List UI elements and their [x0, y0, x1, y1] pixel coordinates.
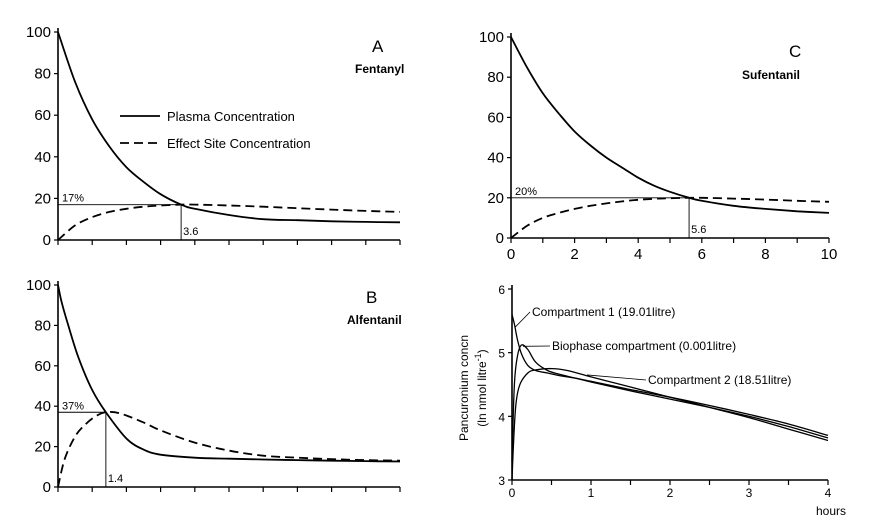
panel-D-biophase-label: Biophase compartment (0.001litre): [552, 339, 736, 353]
panel-C-y-tick-label: 20: [487, 190, 504, 207]
panel-A-y-tick-label: 40: [34, 149, 51, 166]
panel-D-y-tick-label: 4: [498, 410, 505, 424]
panel-D-ylabel-units: (ln nmol litre-1): [473, 349, 489, 426]
panel-D-compartment-2-label: Compartment 2 (18.51litre): [648, 373, 791, 387]
panel-D-ylabel-units-text: (ln nmol litre: [475, 361, 489, 427]
panel-B-y-tick-label: 20: [34, 439, 51, 456]
panel-B: 0 20 40 60 80 100 37% 1.4 B Alfentanil: [26, 277, 402, 496]
panel-B-y-tick-label: 60: [34, 358, 51, 375]
panel-C-x-tick-label: 10: [821, 246, 838, 263]
panel-A-y-tick-label: 80: [34, 66, 51, 83]
panel-C-y-tick-label: 0: [496, 230, 504, 247]
panel-C-y-tick-label: 60: [487, 109, 504, 126]
panel-A-effect-site-line: [57, 203, 401, 241]
panel-C-y-tick-label: 100: [479, 29, 504, 46]
panel-D-y-tick-label: 3: [498, 474, 505, 488]
panel-D-x-tick-label: 4: [825, 486, 832, 500]
legend-effect-label: Effect Site Concentration: [167, 136, 311, 151]
panel-D-compartment-2-label-leader: [587, 374, 647, 381]
panel-A: 0 20 40 60 80 100 17% 3.6 A Fentanyl Plasma Concen…: [26, 24, 404, 249]
panel-B-peak-time-label: 1.4: [108, 473, 123, 485]
panel-C-peak-time-label: 5.6: [691, 224, 706, 236]
panel-A-drug-label: Fentanyl: [355, 62, 404, 76]
panel-C-letter: C: [789, 42, 801, 61]
panel-B-peak-percent-label: 37%: [62, 400, 84, 412]
panel-B-drug-label: Alfentanil: [347, 313, 402, 327]
panel-B-y-tick-label: 0: [43, 479, 51, 496]
panel-A-plasma-line: [57, 31, 401, 224]
panel-C-x-tick-label: 0: [507, 246, 515, 263]
panel-D-xlabel: hours: [816, 504, 846, 518]
panel-C-x-tick-label: 8: [761, 246, 769, 263]
panel-B-y-tick-label: 80: [34, 317, 51, 334]
panel-C: 0 20 40 60 80 100 0 2 4 6 8 10 20% 5.6 C Sufentanil: [479, 29, 837, 263]
panel-C-y-tick-label: 80: [487, 69, 504, 86]
panel-B-plasma-line: [57, 284, 401, 463]
panel-D-biophase-line: [511, 344, 829, 461]
panel-A-y-tick-label: 0: [43, 232, 51, 249]
panel-C-peak-percent-label: 20%: [515, 186, 537, 198]
panel-C-drug-label: Sufentanil: [742, 68, 800, 82]
panel-D-compartment-1-label-leader: [514, 311, 531, 328]
panel-A-y-tick-label: 100: [26, 24, 51, 41]
panel-A-y-tick-label: 20: [34, 190, 51, 207]
panel-B-y-tick-label: 40: [34, 398, 51, 415]
panel-A-peak-percent-label: 17%: [62, 193, 84, 205]
panel-D-ylabel: Pancuronium concn: [457, 335, 471, 441]
legend: Plasma Concentration Effect Site Concentr…: [120, 109, 311, 151]
panel-D-ylabel-close: ): [475, 349, 489, 353]
panel-B-letter: B: [366, 288, 377, 307]
panel-D: 3 4 5 6 0 1 2 3 4 Compartment 1 (19.01litre) Bioph…: [457, 283, 846, 518]
panel-D-compartment-2-line: [511, 367, 829, 481]
panel-C-x-tick-label: 4: [634, 246, 642, 263]
panel-C-plasma-line: [510, 36, 830, 214]
panel-D-x-tick-label: 3: [746, 486, 753, 500]
panel-D-x-tick-label: 0: [509, 486, 516, 500]
panel-C-x-tick-label: 2: [570, 246, 578, 263]
panel-A-peak-time-label: 3.6: [183, 226, 198, 238]
panel-C-effect-site-line: [510, 196, 830, 239]
panel-B-effect-site-line: [57, 411, 401, 488]
panel-C-x-tick-label: 6: [698, 246, 706, 263]
panel-D-x-tick-label: 1: [588, 486, 595, 500]
panel-B-y-tick-label: 100: [26, 277, 51, 294]
panel-D-ylabel-exponent: -1: [473, 353, 483, 361]
legend-plasma-label: Plasma Concentration: [167, 109, 295, 124]
panel-A-letter: A: [372, 37, 384, 56]
panel-D-compartment-1-label: Compartment 1 (19.01litre): [532, 305, 675, 319]
panel-D-y-tick-label: 6: [498, 283, 505, 297]
panel-C-y-tick-label: 40: [487, 150, 504, 167]
panel-A-y-tick-label: 60: [34, 107, 51, 124]
panel-D-x-tick-label: 2: [667, 486, 674, 500]
panel-D-y-tick-label: 5: [498, 347, 505, 361]
